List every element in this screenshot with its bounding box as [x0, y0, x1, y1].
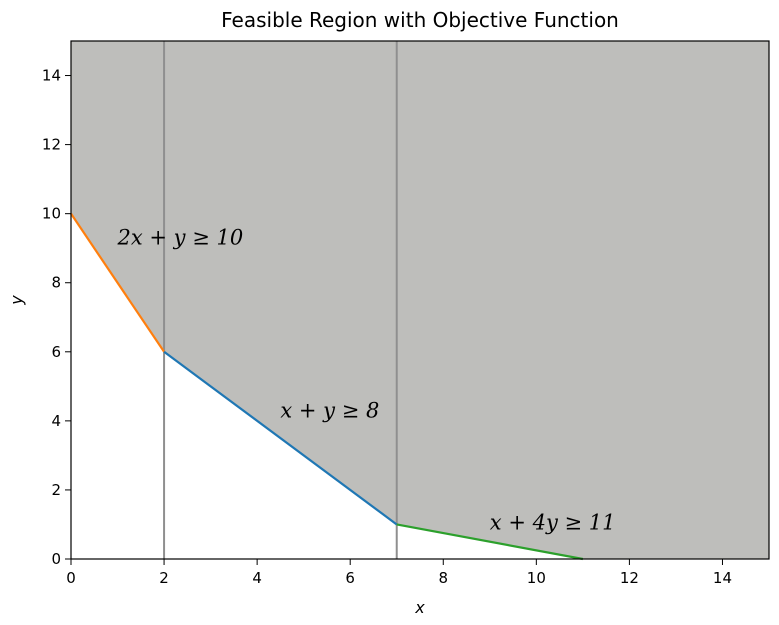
y-tick-label: 14 — [42, 67, 61, 85]
y-axis-label: y — [7, 295, 26, 306]
x-tick-label: 14 — [713, 569, 732, 587]
y-tick-label: 2 — [51, 481, 61, 499]
y-tick-label: 8 — [51, 274, 61, 292]
annotation-0: 2x + y ≥ 10 — [117, 226, 244, 250]
constraint-line-1 — [163, 350, 398, 526]
constraint-line-2 — [396, 523, 584, 561]
x-tick-label: 0 — [66, 569, 76, 587]
annotation-1: x + y ≥ 8 — [280, 398, 379, 422]
y-tick-label: 0 — [51, 550, 61, 568]
feasible-region — [71, 41, 769, 559]
x-tick-label: 8 — [438, 569, 448, 587]
y-tick-label: 4 — [51, 412, 61, 430]
x-axis-label: x — [414, 598, 425, 617]
x-axis-ticks: 0 2 4 6 8 10 12 14 — [66, 559, 732, 587]
constraint-line-0 — [70, 213, 165, 353]
x-tick-label: 12 — [620, 569, 639, 587]
y-tick-label: 10 — [42, 205, 61, 223]
x-tick-label: 4 — [252, 569, 262, 587]
plot-frame — [70, 40, 770, 560]
x-tick-label: 10 — [527, 569, 546, 587]
constraint-annotations: 2x + y ≥ 10 x + y ≥ 8 x + 4y ≥ 11 — [117, 226, 616, 535]
x-tick-label: 2 — [159, 569, 169, 587]
x-tick-label: 6 — [345, 569, 355, 587]
annotation-2: x + 4y ≥ 11 — [490, 511, 616, 535]
y-axis-ticks: 0 2 4 6 8 10 12 14 — [42, 67, 71, 568]
y-tick-label: 12 — [42, 136, 61, 154]
plot-area — [70, 41, 769, 561]
chart-title: Feasible Region with Objective Function — [221, 8, 619, 32]
y-tick-label: 6 — [51, 343, 61, 361]
